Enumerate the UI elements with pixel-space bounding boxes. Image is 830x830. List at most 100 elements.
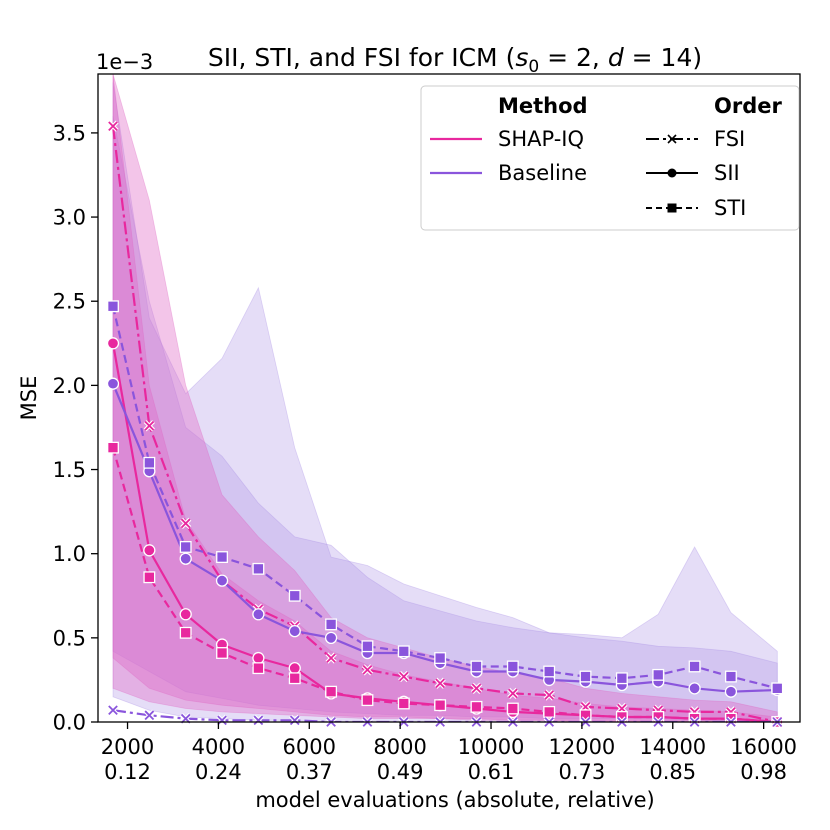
band-3 xyxy=(112,74,778,722)
y-tick-label: 0.5 xyxy=(53,626,86,650)
x-tick-label-abs: 12000 xyxy=(548,735,615,759)
point-baseline-fsi-1 xyxy=(107,704,119,716)
legend-sti-marker xyxy=(667,203,677,213)
title-s-sub: 0 xyxy=(528,57,539,77)
y-tick-label: 1.0 xyxy=(53,542,86,566)
point-shapiq-sii-5 xyxy=(252,651,265,665)
x-tick-label-rel: 0.24 xyxy=(195,760,242,784)
point-shapiq-sti-2 xyxy=(143,571,156,584)
point-baseline-sti-4 xyxy=(216,551,228,564)
band-2 xyxy=(112,116,778,722)
point-shapiq-fsi-1 xyxy=(107,120,119,132)
point-baseline-fsi-4 xyxy=(216,714,228,726)
point-shapiq-sti-10 xyxy=(434,699,447,712)
point-shapiq-fsi-3 xyxy=(180,517,192,530)
point-baseline-sti-12 xyxy=(506,660,519,673)
point-baseline-sii-5 xyxy=(252,608,265,621)
legend-sti-label: STI xyxy=(714,196,746,220)
point-shapiq-sti-12 xyxy=(506,702,519,715)
point-baseline-sti-10 xyxy=(434,652,447,664)
point-baseline-sti-19 xyxy=(771,682,784,695)
x-tick-label-rel: 0.85 xyxy=(649,760,696,784)
point-baseline-sti-7 xyxy=(325,618,338,631)
point-shapiq-sii-6 xyxy=(288,661,301,675)
title-d-eq: = 14) xyxy=(624,43,702,72)
point-baseline-sii-3 xyxy=(179,552,192,565)
point-baseline-sti-1 xyxy=(107,300,119,313)
point-shapiq-fsi-9 xyxy=(398,670,410,683)
point-baseline-fsi-5 xyxy=(252,714,265,726)
y-exponent-label: 1e−3 xyxy=(96,50,153,74)
point-shapiq-fsi-10 xyxy=(434,677,446,689)
point-shapiq-sti-13 xyxy=(543,705,556,718)
x-axis-label: model evaluations (absolute, relative) xyxy=(255,788,654,812)
point-shapiq-sti-4 xyxy=(216,647,228,659)
x-tick-label-rel: 0.98 xyxy=(740,760,787,784)
y-tick-label: 2.5 xyxy=(53,290,86,314)
x-tick-label-rel: 0.73 xyxy=(559,760,606,784)
point-baseline-sti-5 xyxy=(252,562,265,575)
x-tick-label-rel: 0.61 xyxy=(468,760,515,784)
x-tick-label-rel: 0.49 xyxy=(377,760,424,784)
point-baseline-sii-1 xyxy=(106,377,120,390)
point-shapiq-sti-8 xyxy=(361,694,374,707)
point-shapiq-sti-7 xyxy=(325,685,338,698)
point-shapiq-fsi-8 xyxy=(361,664,374,676)
legend-sii-marker xyxy=(667,168,677,178)
legend-box xyxy=(420,85,800,231)
x-tick-label-rel: 0.37 xyxy=(286,760,333,784)
y-tick-label: 2.0 xyxy=(53,374,86,398)
legend: Method Order SHAP-IQ Baseline FSI SII ST… xyxy=(420,85,800,231)
point-shapiq-sii-2 xyxy=(143,544,156,557)
y-tick-label: 3.0 xyxy=(53,206,86,230)
x-tick-label-abs: 14000 xyxy=(639,735,706,759)
point-baseline-sti-15 xyxy=(615,672,628,685)
legend-fsi-marker xyxy=(667,134,677,144)
point-baseline-sii-4 xyxy=(215,574,229,587)
point-baseline-sti-3 xyxy=(179,541,192,553)
y-tick-label: 1.5 xyxy=(53,458,86,482)
x-tick-label-abs: 4000 xyxy=(192,735,245,759)
point-baseline-sti-17 xyxy=(688,660,701,673)
point-baseline-sii-7 xyxy=(324,631,338,644)
point-baseline-fsi-6 xyxy=(289,714,301,726)
x-tick-label-abs: 10000 xyxy=(458,735,525,759)
point-baseline-sti-13 xyxy=(543,665,556,678)
title-s-eq: = 2, xyxy=(539,43,608,72)
y-axis-label: MSE xyxy=(17,376,41,421)
legend-order-header: Order xyxy=(714,94,782,118)
point-baseline-sti-14 xyxy=(579,670,592,683)
point-shapiq-sti-5 xyxy=(252,662,265,675)
point-shapiq-fsi-2 xyxy=(143,420,155,432)
x-tick-label-abs: 2000 xyxy=(101,735,154,759)
point-baseline-sii-17 xyxy=(688,682,701,695)
y-tick-label: 0.0 xyxy=(53,711,86,735)
chart-title: SII, STI, and FSI for ICM (s0 = 2, d = 1… xyxy=(208,43,702,77)
point-baseline-fsi-2 xyxy=(143,709,155,721)
point-baseline-sii-6 xyxy=(288,624,301,638)
x-tick-label-abs: 16000 xyxy=(730,735,797,759)
point-shapiq-fsi-12 xyxy=(507,687,519,700)
legend-shapiq-label: SHAP-IQ xyxy=(498,127,584,151)
point-baseline-sti-2 xyxy=(143,456,156,469)
point-shapiq-sti-6 xyxy=(288,672,301,685)
point-shapiq-sti-1 xyxy=(107,441,119,454)
legend-baseline-label: Baseline xyxy=(498,161,587,185)
legend-sii-label: SII xyxy=(714,161,740,185)
point-baseline-sii-18 xyxy=(724,685,738,698)
point-shapiq-fsi-7 xyxy=(325,652,337,664)
title-prefix: SII, STI, and FSI for ICM ( xyxy=(208,43,515,72)
band-4 xyxy=(112,74,778,722)
title-s: s xyxy=(515,43,528,72)
plot-area-frame xyxy=(97,73,801,723)
point-baseline-sti-9 xyxy=(397,645,410,658)
point-baseline-sti-16 xyxy=(652,668,665,681)
title-d: d xyxy=(608,43,624,72)
point-shapiq-sii-1 xyxy=(106,337,120,350)
point-baseline-sti-11 xyxy=(470,660,483,673)
point-shapiq-fsi-11 xyxy=(470,682,483,694)
point-shapiq-sti-11 xyxy=(470,700,483,713)
legend-method-header: Method xyxy=(498,94,588,118)
point-baseline-sti-18 xyxy=(724,670,737,683)
point-baseline-sti-8 xyxy=(361,640,374,653)
